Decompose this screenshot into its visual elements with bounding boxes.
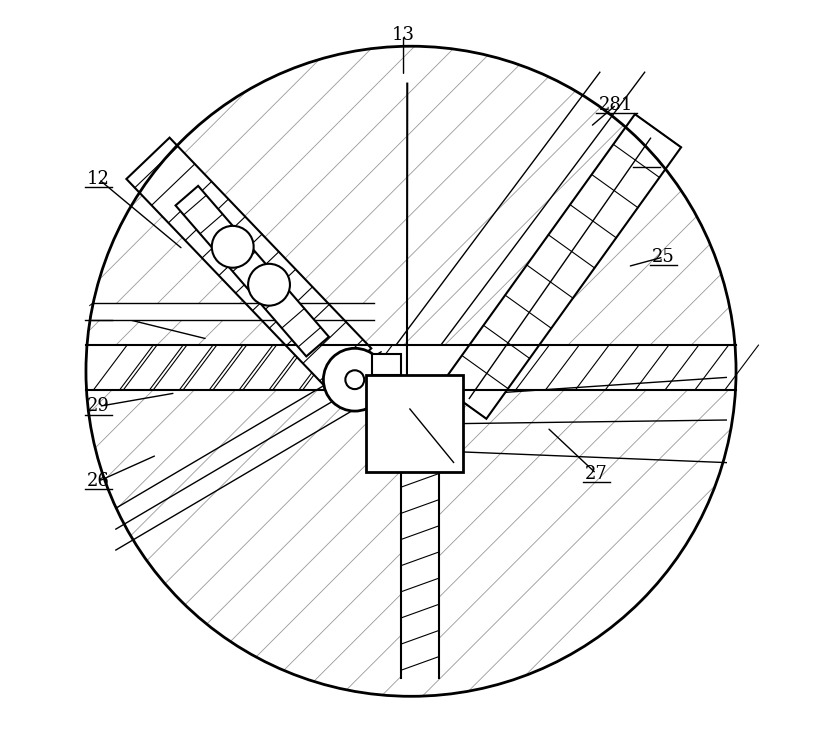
Circle shape <box>345 370 364 389</box>
Bar <box>366 375 464 472</box>
Text: 12: 12 <box>87 170 110 188</box>
Text: 28: 28 <box>635 149 658 167</box>
Text: 26: 26 <box>87 472 110 490</box>
Polygon shape <box>86 345 736 390</box>
Text: 25: 25 <box>652 248 675 266</box>
Text: 281: 281 <box>599 95 634 113</box>
Circle shape <box>86 46 736 696</box>
Text: 13: 13 <box>392 26 415 44</box>
Circle shape <box>323 348 386 411</box>
Polygon shape <box>176 186 329 356</box>
Text: 27: 27 <box>585 465 607 483</box>
Bar <box>372 354 400 375</box>
Polygon shape <box>127 138 372 390</box>
Polygon shape <box>91 302 374 320</box>
Circle shape <box>248 264 290 306</box>
Circle shape <box>212 226 254 268</box>
Text: 29: 29 <box>87 398 110 416</box>
Text: 11: 11 <box>87 303 110 321</box>
Polygon shape <box>401 390 439 678</box>
Polygon shape <box>441 114 681 418</box>
